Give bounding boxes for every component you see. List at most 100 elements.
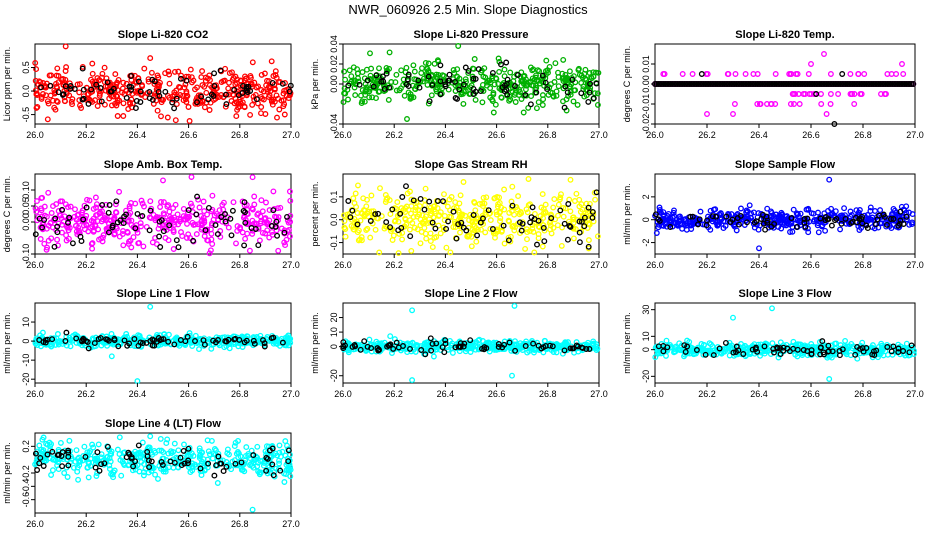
- data-point: [671, 207, 677, 214]
- data-point: [39, 329, 46, 336]
- data-point: [148, 69, 155, 76]
- data-point: [285, 339, 292, 346]
- data-point: [63, 329, 70, 336]
- data-point: [171, 68, 178, 75]
- data-point: [743, 207, 750, 214]
- data-point: [538, 204, 545, 211]
- data-point: [125, 106, 132, 112]
- data-point: [241, 104, 248, 111]
- data-point: [410, 197, 417, 204]
- data-point: [821, 351, 827, 358]
- data-point: [194, 99, 200, 106]
- data-point: [205, 96, 212, 103]
- data-point: [462, 76, 469, 83]
- data-point: [231, 457, 238, 464]
- data-point: [757, 101, 764, 107]
- data-point: [489, 69, 496, 76]
- data-point: [489, 226, 496, 232]
- data-point: [418, 347, 425, 353]
- data-point: [80, 86, 87, 93]
- data-point: [528, 214, 535, 221]
- data-point: [730, 314, 736, 321]
- data-point: [522, 340, 529, 347]
- data-point: [64, 474, 71, 480]
- data-point: [268, 58, 275, 65]
- data-point: [111, 467, 118, 474]
- x-tick-label: 26.4: [750, 260, 768, 270]
- data-point: [157, 435, 164, 442]
- data-point: [287, 82, 294, 89]
- data-point: [281, 479, 288, 485]
- data-point: [827, 91, 834, 97]
- data-point: [107, 88, 114, 95]
- data-point: [565, 201, 572, 207]
- data-point: [483, 345, 490, 352]
- x-tick-label: 27.0: [590, 130, 608, 140]
- x-tick-label: 26.0: [334, 260, 352, 270]
- data-point: [169, 99, 176, 106]
- data-point: [890, 343, 897, 350]
- data-point: [194, 84, 200, 91]
- data-points: [652, 176, 916, 252]
- data-point: [101, 101, 108, 108]
- data-point: [566, 223, 573, 229]
- data-point: [535, 235, 542, 242]
- data-point: [116, 233, 123, 240]
- data-point: [567, 223, 574, 230]
- chart-title: Slope Line 3 Flow: [739, 288, 832, 300]
- data-point: [422, 59, 429, 66]
- data-point: [272, 223, 279, 230]
- data-point: [496, 194, 503, 201]
- data-point: [567, 345, 574, 352]
- data-point: [160, 468, 167, 475]
- data-point: [342, 233, 349, 240]
- data-point: [168, 450, 175, 457]
- data-point: [796, 341, 803, 348]
- data-point: [564, 89, 571, 96]
- data-point: [394, 199, 401, 206]
- data-points: [340, 302, 601, 384]
- chart-title: Slope Amb. Box Temp.: [104, 159, 223, 171]
- data-point: [491, 81, 498, 88]
- data-point: [32, 205, 39, 212]
- data-point: [265, 94, 272, 100]
- data-point: [475, 66, 482, 73]
- data-point: [74, 81, 81, 88]
- data-point: [709, 213, 716, 220]
- data-point: [86, 197, 93, 204]
- data-point: [439, 344, 446, 351]
- y-tick-label: 0.0: [21, 85, 31, 98]
- data-point: [888, 348, 895, 355]
- x-tick-label: 26.0: [334, 130, 352, 140]
- data-point: [831, 121, 838, 127]
- data-point: [472, 96, 479, 103]
- data-point: [173, 87, 180, 94]
- data-point: [357, 217, 364, 224]
- data-point: [53, 80, 59, 87]
- data-point: [53, 72, 60, 79]
- data-point: [61, 470, 68, 476]
- data-point: [771, 349, 777, 356]
- data-point: [417, 240, 424, 247]
- data-point: [455, 221, 462, 228]
- x-tick-label: 26.4: [437, 130, 455, 140]
- x-tick-label: 26.2: [698, 260, 716, 270]
- data-point: [576, 203, 583, 210]
- data-point: [47, 82, 54, 89]
- data-point: [890, 216, 897, 222]
- data-point: [387, 224, 394, 231]
- data-point: [546, 63, 553, 70]
- data-point: [66, 214, 73, 221]
- data-point: [282, 452, 289, 459]
- data-point: [585, 98, 592, 105]
- data-point: [855, 71, 862, 77]
- data-point: [255, 242, 262, 249]
- data-point: [386, 65, 393, 72]
- data-point: [704, 217, 711, 224]
- x-tick-label: 26.6: [180, 260, 198, 270]
- data-point: [215, 450, 222, 457]
- data-point: [223, 101, 230, 108]
- data-point: [239, 93, 246, 100]
- data-point: [243, 337, 250, 344]
